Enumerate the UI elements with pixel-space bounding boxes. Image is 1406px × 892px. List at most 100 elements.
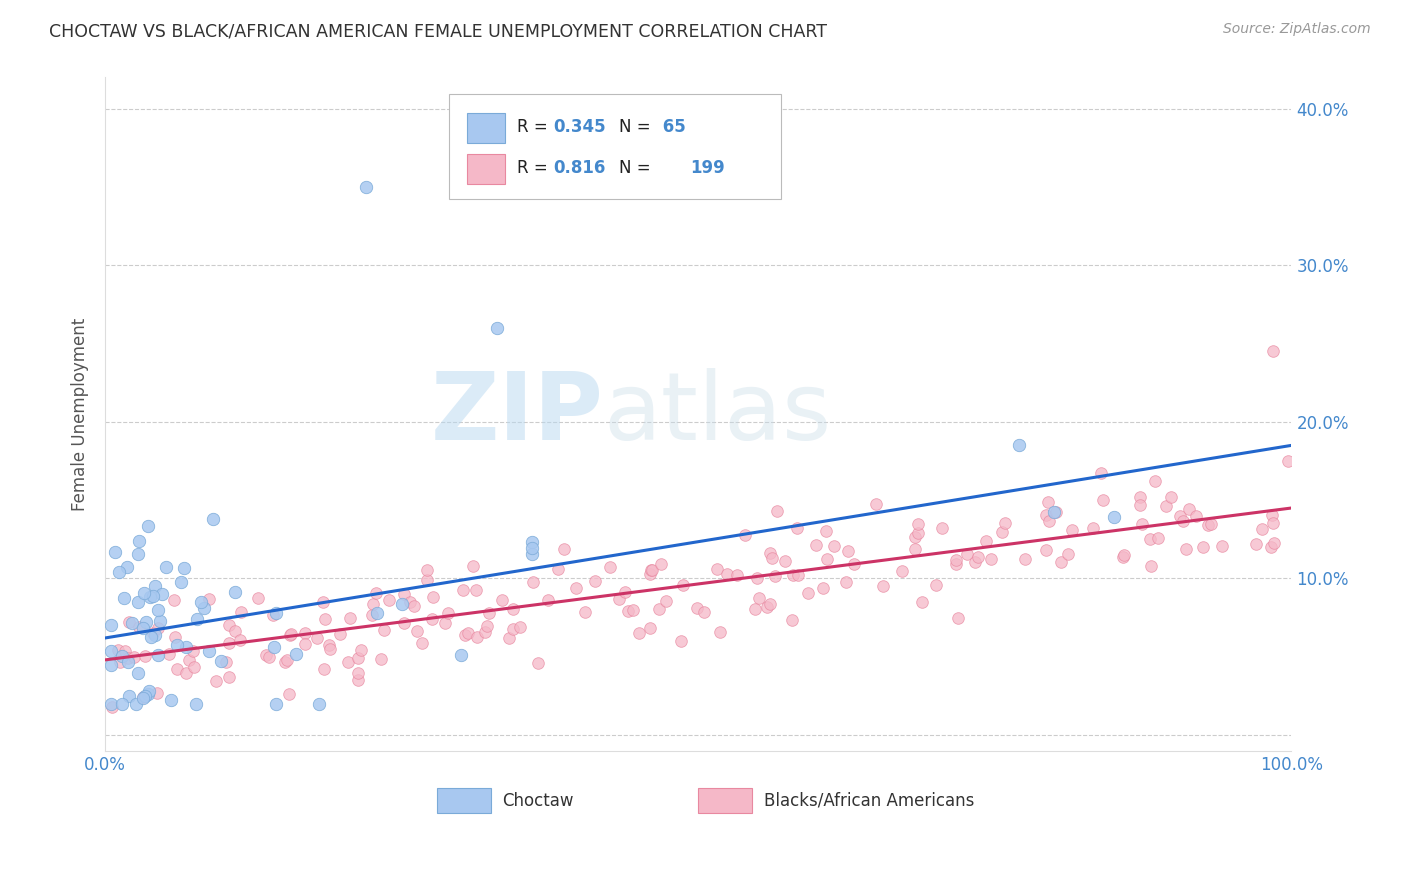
- Point: [411, 636, 433, 650]
- Point: [782, 613, 804, 627]
- Point: [1129, 490, 1152, 504]
- Point: [218, 670, 240, 684]
- Point: [461, 559, 484, 574]
- Text: Blacks/African Americans: Blacks/African Americans: [763, 791, 974, 810]
- Point: [583, 574, 606, 588]
- Point: [146, 686, 169, 700]
- Point: [229, 633, 252, 648]
- Text: Choctaw: Choctaw: [502, 791, 574, 810]
- Point: [1147, 531, 1170, 545]
- Point: [264, 697, 287, 711]
- Point: [1090, 466, 1112, 480]
- Point: [117, 651, 139, 665]
- Point: [1185, 508, 1208, 523]
- Point: [174, 640, 197, 654]
- Point: [209, 654, 232, 668]
- Point: [218, 636, 240, 650]
- Point: [100, 658, 122, 673]
- Point: [1050, 555, 1073, 569]
- Point: [360, 607, 382, 622]
- Point: [638, 567, 661, 582]
- Point: [759, 546, 782, 560]
- Point: [522, 535, 544, 549]
- Point: [609, 591, 631, 606]
- Point: [121, 615, 143, 630]
- Point: [527, 657, 550, 671]
- Point: [132, 621, 155, 635]
- Point: [336, 655, 359, 669]
- Point: [748, 591, 770, 605]
- Point: [125, 697, 148, 711]
- Point: [1160, 490, 1182, 504]
- Point: [205, 674, 228, 689]
- Point: [640, 563, 662, 577]
- Point: [308, 697, 330, 711]
- Point: [1112, 549, 1135, 564]
- Point: [177, 653, 200, 667]
- Point: [811, 581, 834, 595]
- Point: [276, 653, 298, 667]
- Point: [163, 593, 186, 607]
- Point: [100, 697, 122, 711]
- Point: [139, 591, 162, 605]
- Point: [761, 551, 783, 566]
- Point: [157, 648, 180, 662]
- Point: [907, 526, 929, 541]
- Point: [104, 545, 127, 559]
- Point: [716, 566, 738, 581]
- Point: [118, 689, 141, 703]
- Point: [134, 689, 156, 703]
- Point: [174, 665, 197, 680]
- Point: [366, 606, 388, 620]
- Point: [454, 628, 477, 642]
- Point: [1143, 475, 1166, 489]
- Point: [181, 643, 204, 657]
- Point: [1129, 498, 1152, 512]
- Point: [747, 571, 769, 585]
- Point: [146, 603, 169, 617]
- Point: [136, 519, 159, 533]
- Point: [842, 557, 865, 571]
- Point: [574, 605, 596, 619]
- Point: [614, 584, 637, 599]
- Point: [273, 655, 295, 669]
- Point: [498, 631, 520, 645]
- Point: [465, 583, 488, 598]
- Point: [166, 639, 188, 653]
- Point: [165, 630, 187, 644]
- Point: [370, 652, 392, 666]
- Point: [262, 607, 284, 622]
- Point: [1211, 539, 1233, 553]
- Point: [786, 521, 808, 535]
- Text: ZIP: ZIP: [430, 368, 603, 460]
- Point: [254, 648, 277, 663]
- Point: [314, 612, 336, 626]
- Point: [124, 650, 146, 665]
- Point: [117, 560, 139, 574]
- Point: [450, 648, 472, 662]
- Text: N =: N =: [619, 159, 655, 177]
- Point: [198, 592, 221, 607]
- Point: [173, 561, 195, 575]
- Point: [350, 643, 373, 657]
- Point: [522, 541, 544, 555]
- Point: [218, 617, 240, 632]
- Point: [183, 659, 205, 673]
- Point: [112, 591, 135, 605]
- FancyBboxPatch shape: [467, 153, 505, 184]
- Point: [312, 595, 335, 609]
- Point: [1168, 508, 1191, 523]
- Point: [457, 625, 479, 640]
- Point: [727, 568, 749, 582]
- FancyBboxPatch shape: [467, 113, 505, 144]
- Point: [974, 533, 997, 548]
- Point: [146, 621, 169, 635]
- Point: [420, 612, 443, 626]
- Point: [347, 666, 370, 681]
- Point: [1263, 536, 1285, 550]
- Point: [257, 650, 280, 665]
- Point: [907, 516, 929, 531]
- Point: [1130, 517, 1153, 532]
- Point: [835, 575, 858, 590]
- Text: CHOCTAW VS BLACK/AFRICAN AMERICAN FEMALE UNEMPLOYMENT CORRELATION CHART: CHOCTAW VS BLACK/AFRICAN AMERICAN FEMALE…: [49, 22, 827, 40]
